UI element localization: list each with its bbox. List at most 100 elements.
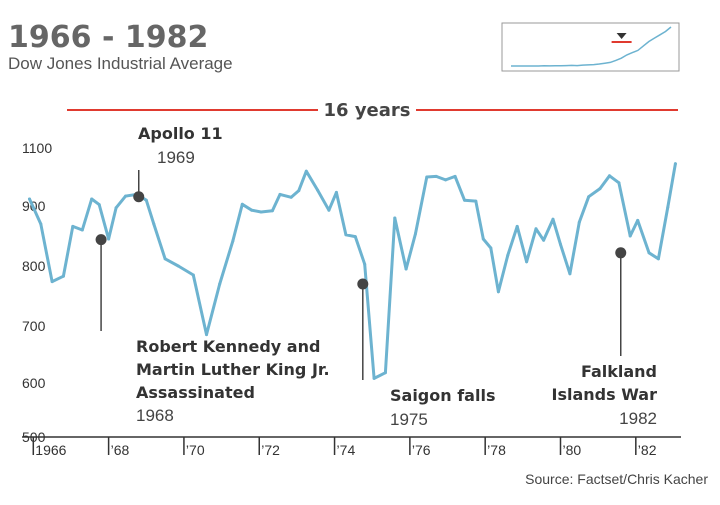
data-point: [39, 222, 43, 226]
data-point: [278, 192, 282, 196]
data-point: [90, 197, 94, 201]
series-layer: [28, 162, 677, 380]
data-point: [673, 162, 677, 166]
y-tick-label: 800: [22, 258, 46, 274]
data-point: [231, 239, 235, 243]
data-point: [191, 273, 195, 277]
data-point: [107, 237, 111, 241]
y-axis: 5006007008009001100: [22, 140, 52, 445]
data-point: [344, 233, 348, 237]
data-point: [363, 262, 367, 266]
data-point: [444, 178, 448, 182]
data-point: [542, 238, 546, 242]
inset-series-line: [511, 26, 672, 67]
data-point: [176, 264, 180, 268]
data-point: [577, 220, 581, 224]
x-tick-label: ’76: [412, 442, 431, 458]
data-point: [124, 194, 128, 198]
data-point: [240, 202, 244, 206]
inset-frame: [501, 22, 680, 72]
data-point: [608, 174, 611, 178]
x-axis: 1966 ’68 ’70 ’72 ’74 ’76 ’78 ’80 ’82: [22, 436, 681, 458]
annotation-title: Falkland: [581, 362, 657, 381]
data-point: [525, 260, 529, 264]
data-point: [144, 198, 148, 202]
annotation-title: Martin Luther King Jr.: [136, 360, 330, 379]
data-point: [71, 224, 75, 228]
data-point: [656, 257, 660, 261]
data-point: [425, 175, 429, 179]
data-point: [297, 189, 301, 193]
data-point: [259, 210, 263, 214]
annotation-year: 1968: [136, 406, 174, 425]
data-point: [383, 371, 387, 375]
data-point: [587, 195, 591, 199]
data-point: [393, 216, 397, 220]
data-point: [205, 333, 208, 337]
annotation-marker: [357, 278, 369, 290]
data-point: [496, 290, 500, 294]
data-point: [534, 227, 538, 231]
period-bracket: 16 years: [67, 100, 678, 121]
annotation-title: Assassinated: [136, 383, 255, 402]
data-point: [414, 232, 417, 236]
x-tick-label: ’74: [337, 442, 356, 458]
data-point: [568, 272, 572, 276]
data-point: [489, 246, 493, 250]
data-point: [628, 234, 632, 238]
inset-minimap: [501, 22, 680, 72]
annotation-title: Islands War: [552, 385, 658, 404]
data-point: [453, 174, 457, 178]
data-point: [372, 376, 376, 380]
data-point: [559, 242, 562, 246]
annotation-title: Apollo 11: [138, 124, 223, 143]
data-point: [250, 208, 254, 212]
data-point: [50, 280, 54, 284]
data-point: [551, 217, 555, 221]
data-point: [163, 257, 167, 261]
data-point: [481, 237, 485, 241]
x-tick-label: ’68: [111, 442, 130, 458]
inset-pointer-icon: [616, 33, 627, 39]
data-point: [666, 205, 670, 209]
source-note: Source: Factset/Chris Kacher: [525, 471, 708, 487]
data-point: [218, 282, 222, 286]
chart-title: 1966 - 1982: [8, 20, 208, 55]
annotations-layer: Apollo 11 1969 Robert Kennedy and Martin Lu…: [95, 124, 658, 429]
data-point: [636, 218, 640, 222]
data-point: [114, 206, 118, 210]
x-tick-label: ’80: [562, 442, 581, 458]
data-point: [617, 181, 621, 185]
data-point: [506, 253, 510, 257]
y-tick-label: 600: [22, 375, 46, 391]
data-point: [434, 174, 438, 178]
data-point: [316, 188, 320, 192]
annotation-marker: [133, 191, 145, 203]
data-point: [463, 198, 466, 202]
data-point: [404, 267, 408, 271]
x-tick-label: ’70: [186, 442, 205, 458]
period-label: 16 years: [324, 100, 411, 121]
y-tick-label: 700: [22, 318, 46, 334]
x-tick-label: 1966: [35, 442, 66, 458]
data-point: [515, 224, 519, 228]
annotation-year: 1975: [390, 410, 428, 429]
annotation-year: 1969: [157, 148, 195, 167]
data-point: [28, 197, 31, 201]
annotation-marker: [95, 234, 107, 246]
data-point: [304, 169, 308, 173]
data-point: [152, 222, 156, 226]
data-point: [474, 199, 478, 203]
chart-subtitle: Dow Jones Industrial Average: [8, 54, 233, 73]
annotation-year: 1982: [619, 409, 657, 428]
data-point: [61, 274, 65, 278]
x-tick-label: ’82: [638, 442, 657, 458]
annotation-marker: [615, 247, 627, 259]
data-point: [598, 187, 602, 191]
data-point: [327, 208, 331, 212]
data-point: [270, 209, 274, 213]
data-point: [289, 195, 293, 199]
data-point: [353, 235, 357, 239]
y-tick-label: 1100: [22, 140, 52, 156]
